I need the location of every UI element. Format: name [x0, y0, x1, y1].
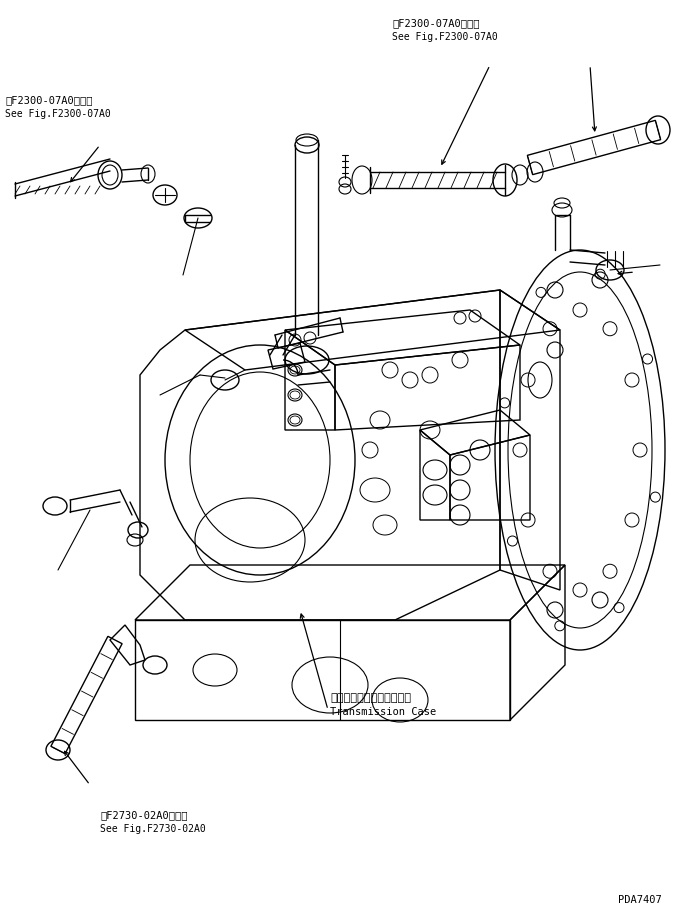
Text: See Fig.F2300-07A0: See Fig.F2300-07A0	[5, 109, 110, 119]
Text: PDA7407: PDA7407	[618, 895, 662, 905]
Text: 第F2730-02A0図参照: 第F2730-02A0図参照	[100, 810, 187, 820]
Text: 第F2300-07A0図参照: 第F2300-07A0図参照	[5, 95, 92, 105]
Text: トランスミッションケース: トランスミッションケース	[330, 693, 411, 703]
Text: Transmission Case: Transmission Case	[330, 707, 436, 717]
Text: 第F2300-07A0図参照: 第F2300-07A0図参照	[392, 18, 480, 28]
Text: See Fig.F2730-02A0: See Fig.F2730-02A0	[100, 824, 206, 834]
Text: See Fig.F2300-07A0: See Fig.F2300-07A0	[392, 32, 498, 42]
